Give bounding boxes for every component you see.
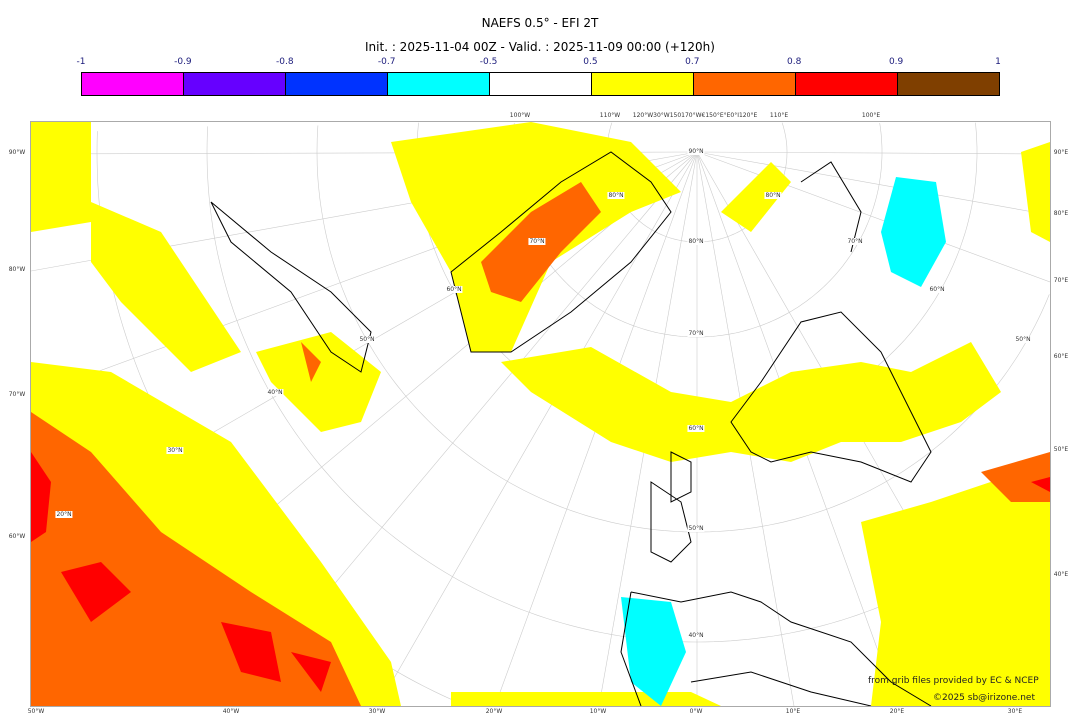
map-grid-label: 50°N: [687, 525, 705, 532]
map-grid-label: 70°N: [528, 238, 546, 245]
colorbar-segment: [388, 73, 490, 95]
map-panel: [30, 121, 1051, 707]
colorbar: [81, 72, 1000, 96]
colorbar-segment: [796, 73, 898, 95]
map-grid-label: 90°E: [1053, 149, 1069, 156]
map-grid-label: 40°E: [1053, 571, 1069, 578]
map-grid-label: 80°N: [764, 192, 782, 199]
colorbar-tick-label: 0.8: [787, 57, 802, 67]
chart-title: NAEFS 0.5° - EFI 2T: [481, 16, 599, 30]
map-grid-label: 50°N: [1014, 336, 1032, 343]
colorbar-tick-label: 0.5: [583, 57, 598, 67]
colorbar-segment: [286, 73, 388, 95]
map-grid-label: 40°N: [266, 389, 284, 396]
map-grid-label: 30°W: [368, 708, 386, 715]
colorbar-tick-label: -0.5: [479, 57, 498, 67]
colorbar-tick-label: -0.7: [377, 57, 396, 67]
map-grid-label: 70°W: [8, 391, 26, 398]
map-grid-label: 30°E: [1007, 708, 1023, 715]
colorbar-tick-label: 1: [995, 57, 1001, 67]
map-grid-label: 20°E: [889, 708, 905, 715]
chart-subtitle: Init. : 2025-11-04 00Z - Valid. : 2025-1…: [365, 40, 715, 54]
map-grid-label: 70°E: [1053, 277, 1069, 284]
colorbar-segment: [82, 73, 184, 95]
map-grid-label: 110°E: [769, 112, 789, 119]
map-grid-label: 10°W: [589, 708, 607, 715]
map-grid-label: 50°E: [1053, 446, 1069, 453]
map-grid-label: 60°N: [687, 425, 705, 432]
latitude-circle: [316, 125, 1050, 533]
map-grid-label: 80°E: [1053, 210, 1069, 217]
map-grid-label: 30°N: [166, 447, 184, 454]
map-grid-label: 10°E: [785, 708, 801, 715]
source-credit: from grib files provided by EC & NCEP: [868, 676, 1039, 686]
map-grid-label: 50°N: [358, 336, 376, 343]
map-grid-label: 20°W: [485, 708, 503, 715]
efi-red-areas: [31, 452, 1050, 692]
colorbar-segment: [592, 73, 694, 95]
colorbar-tick-label: 0.9: [888, 57, 904, 67]
map-grid-label: 80°N: [687, 238, 705, 245]
map-grid-label: 70°N: [687, 330, 705, 337]
colorbar-tick-label: -1: [76, 57, 86, 67]
map-canvas: [31, 122, 1050, 706]
map-grid-label: 100°E: [861, 112, 881, 119]
map-grid-label: 80°N: [607, 192, 625, 199]
latitude-circle: [975, 122, 978, 152]
map-grid-label: 120°W30°W150170°W€150°E°E0°I120°E: [632, 112, 758, 119]
map-grid-label: 60°N: [445, 286, 463, 293]
colorbar-tick-label: 0.7: [685, 57, 700, 67]
colorbar-segment: [898, 73, 999, 95]
map-grid-label: 20°N: [55, 511, 73, 518]
copyright-credit: ©2025 sb@irizone.net: [933, 693, 1035, 703]
coastlines: [210, 151, 932, 706]
map-grid-label: 90°W: [8, 149, 26, 156]
map-grid-label: 110°W: [599, 112, 621, 119]
map-grid-label: 90°N: [687, 148, 705, 155]
map-grid-label: 40°W: [222, 708, 240, 715]
map-grid-label: 100°W: [509, 112, 531, 119]
colorbar-segment: [184, 73, 286, 95]
map-grid-label: 60°E: [1053, 353, 1069, 360]
colorbar-segment: [490, 73, 592, 95]
latitude-circle: [781, 122, 788, 152]
map-grid-label: 80°W: [8, 266, 26, 273]
map-grid-label: 60°N: [928, 286, 946, 293]
latitude-circle: [879, 123, 883, 152]
colorbar-tick-label: -0.8: [275, 57, 294, 67]
map-grid-label: 50°W: [27, 708, 45, 715]
map-grid-label: 40°N: [687, 632, 705, 639]
colorbar-segment: [694, 73, 796, 95]
colorbar-tick-label: -0.9: [174, 57, 192, 67]
map-grid-label: 0°W: [689, 708, 703, 715]
map-grid-label: 70°N: [846, 238, 864, 245]
map-grid-label: 60°W: [8, 533, 26, 540]
efi-cyan-areas: [621, 177, 946, 706]
